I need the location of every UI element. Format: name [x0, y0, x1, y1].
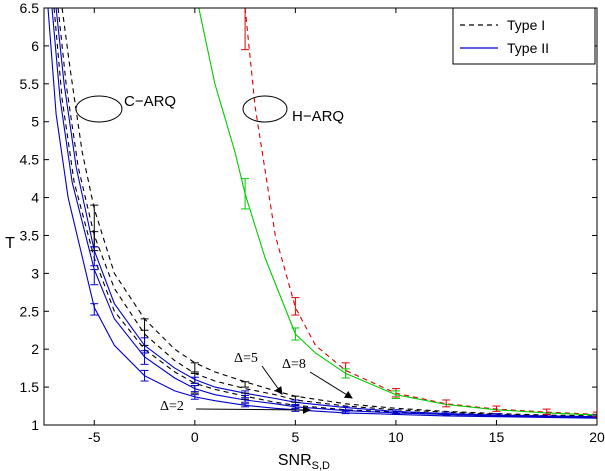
error-bar-28 [391, 409, 400, 415]
y-tick-label-10: 5.5 [20, 76, 40, 92]
x-tick-label-6: 20 [589, 429, 605, 445]
error-bar-5 [190, 362, 199, 373]
harq-label: H−ARQ [292, 108, 344, 125]
x-tick-label-4: 10 [388, 429, 404, 445]
x-axis-label-sub: S,D [312, 460, 330, 471]
legend: Type I Type II [452, 7, 596, 65]
plot-frame [43, 7, 598, 426]
series-line-8 [198, 8, 597, 416]
error-bar-13 [90, 303, 99, 316]
error-bar-12 [90, 269, 99, 286]
error-bar-8 [241, 381, 250, 388]
annotation-delta2: Δ=2 [160, 399, 311, 414]
series-line-2 [57, 8, 597, 418]
error-bar-43 [341, 368, 350, 379]
annotation-delta5: Δ=5 [234, 351, 283, 395]
y-axis-label: T [5, 235, 15, 252]
error-bar-38 [492, 405, 501, 412]
x-tick-label-3: 5 [291, 429, 299, 445]
error-bar-34 [291, 297, 300, 316]
series-line-7 [244, 8, 597, 415]
error-bar-32 [593, 414, 597, 418]
series-line-5 [51, 8, 597, 418]
legend-label-type-i: Type I [507, 17, 545, 33]
delta5-arrow [261, 365, 283, 395]
series-line-3 [53, 8, 597, 418]
error-bar-33 [241, 8, 250, 51]
delta8-arrow [309, 371, 353, 399]
x-axis-label: SNRS,D [278, 452, 330, 471]
legend-label-type-ii: Type II [507, 40, 549, 56]
error-bar-29 [442, 411, 451, 416]
x-tick-label-5: 15 [489, 429, 505, 445]
delta8-label: Δ=8 [282, 357, 306, 372]
error-bar-22 [241, 403, 250, 408]
error-bar-16 [140, 369, 149, 382]
y-tick-label-9: 5 [31, 114, 39, 130]
x-tick-label-2: 0 [191, 429, 199, 445]
y-tick-label-2: 1.5 [20, 379, 40, 395]
y-tick-label-6: 3.5 [20, 227, 40, 243]
error-bar-11 [90, 246, 99, 267]
series-line-1 [61, 8, 597, 417]
error-bar-20 [241, 390, 250, 396]
y-tick-label-5: 3 [31, 265, 39, 281]
x-axis-label-main: SNR [278, 452, 312, 469]
error-bar-17 [190, 376, 199, 384]
error-bar-19 [190, 394, 199, 400]
ticks-layer: -5 0 5 10 15 20 1 1.5 2 2.5 3 3.5 4 4.5 5 5.5 6 6.5 [20, 0, 605, 445]
error-bar-37 [442, 399, 451, 408]
annotation-carq: C−ARQ [75, 93, 176, 123]
series-line-4 [55, 8, 597, 418]
y-tick-label-11: 6 [31, 38, 39, 54]
error-bar-23 [291, 399, 300, 406]
carq-ellipse [75, 95, 123, 123]
error-bar-42 [291, 327, 300, 341]
harq-ellipse [242, 95, 288, 123]
y-tick-label-8: 4.5 [20, 152, 40, 168]
plot-layer [47, 8, 597, 419]
legend-box [452, 7, 596, 65]
annotation-harq: H−ARQ [242, 95, 344, 125]
error-bar-15 [140, 350, 149, 365]
series-line-6 [47, 8, 597, 419]
y-tick-label-1: 1 [31, 417, 39, 433]
error-bar-27 [341, 409, 350, 415]
error-bar-21 [241, 397, 250, 403]
carq-label: C−ARQ [124, 93, 176, 110]
data-layer [47, 8, 597, 419]
error-bar-30 [492, 413, 501, 417]
error-bar-41 [241, 178, 250, 210]
error-bar-18 [190, 385, 199, 393]
y-tick-label-7: 4 [31, 190, 39, 206]
delta5-label: Δ=5 [234, 351, 258, 366]
y-tick-label-4: 2.5 [20, 303, 40, 319]
delta2-arrow [195, 405, 311, 414]
error-bar-44 [391, 390, 400, 399]
x-tick-label-1: -5 [88, 429, 101, 445]
annotation-delta8: Δ=8 [282, 357, 353, 399]
y-tick-label-3: 2 [31, 341, 39, 357]
error-bar-39 [542, 408, 551, 415]
delta2-label: Δ=2 [160, 399, 184, 414]
error-bar-40 [593, 411, 597, 418]
y-tick-label-12: 6.5 [20, 0, 40, 16]
